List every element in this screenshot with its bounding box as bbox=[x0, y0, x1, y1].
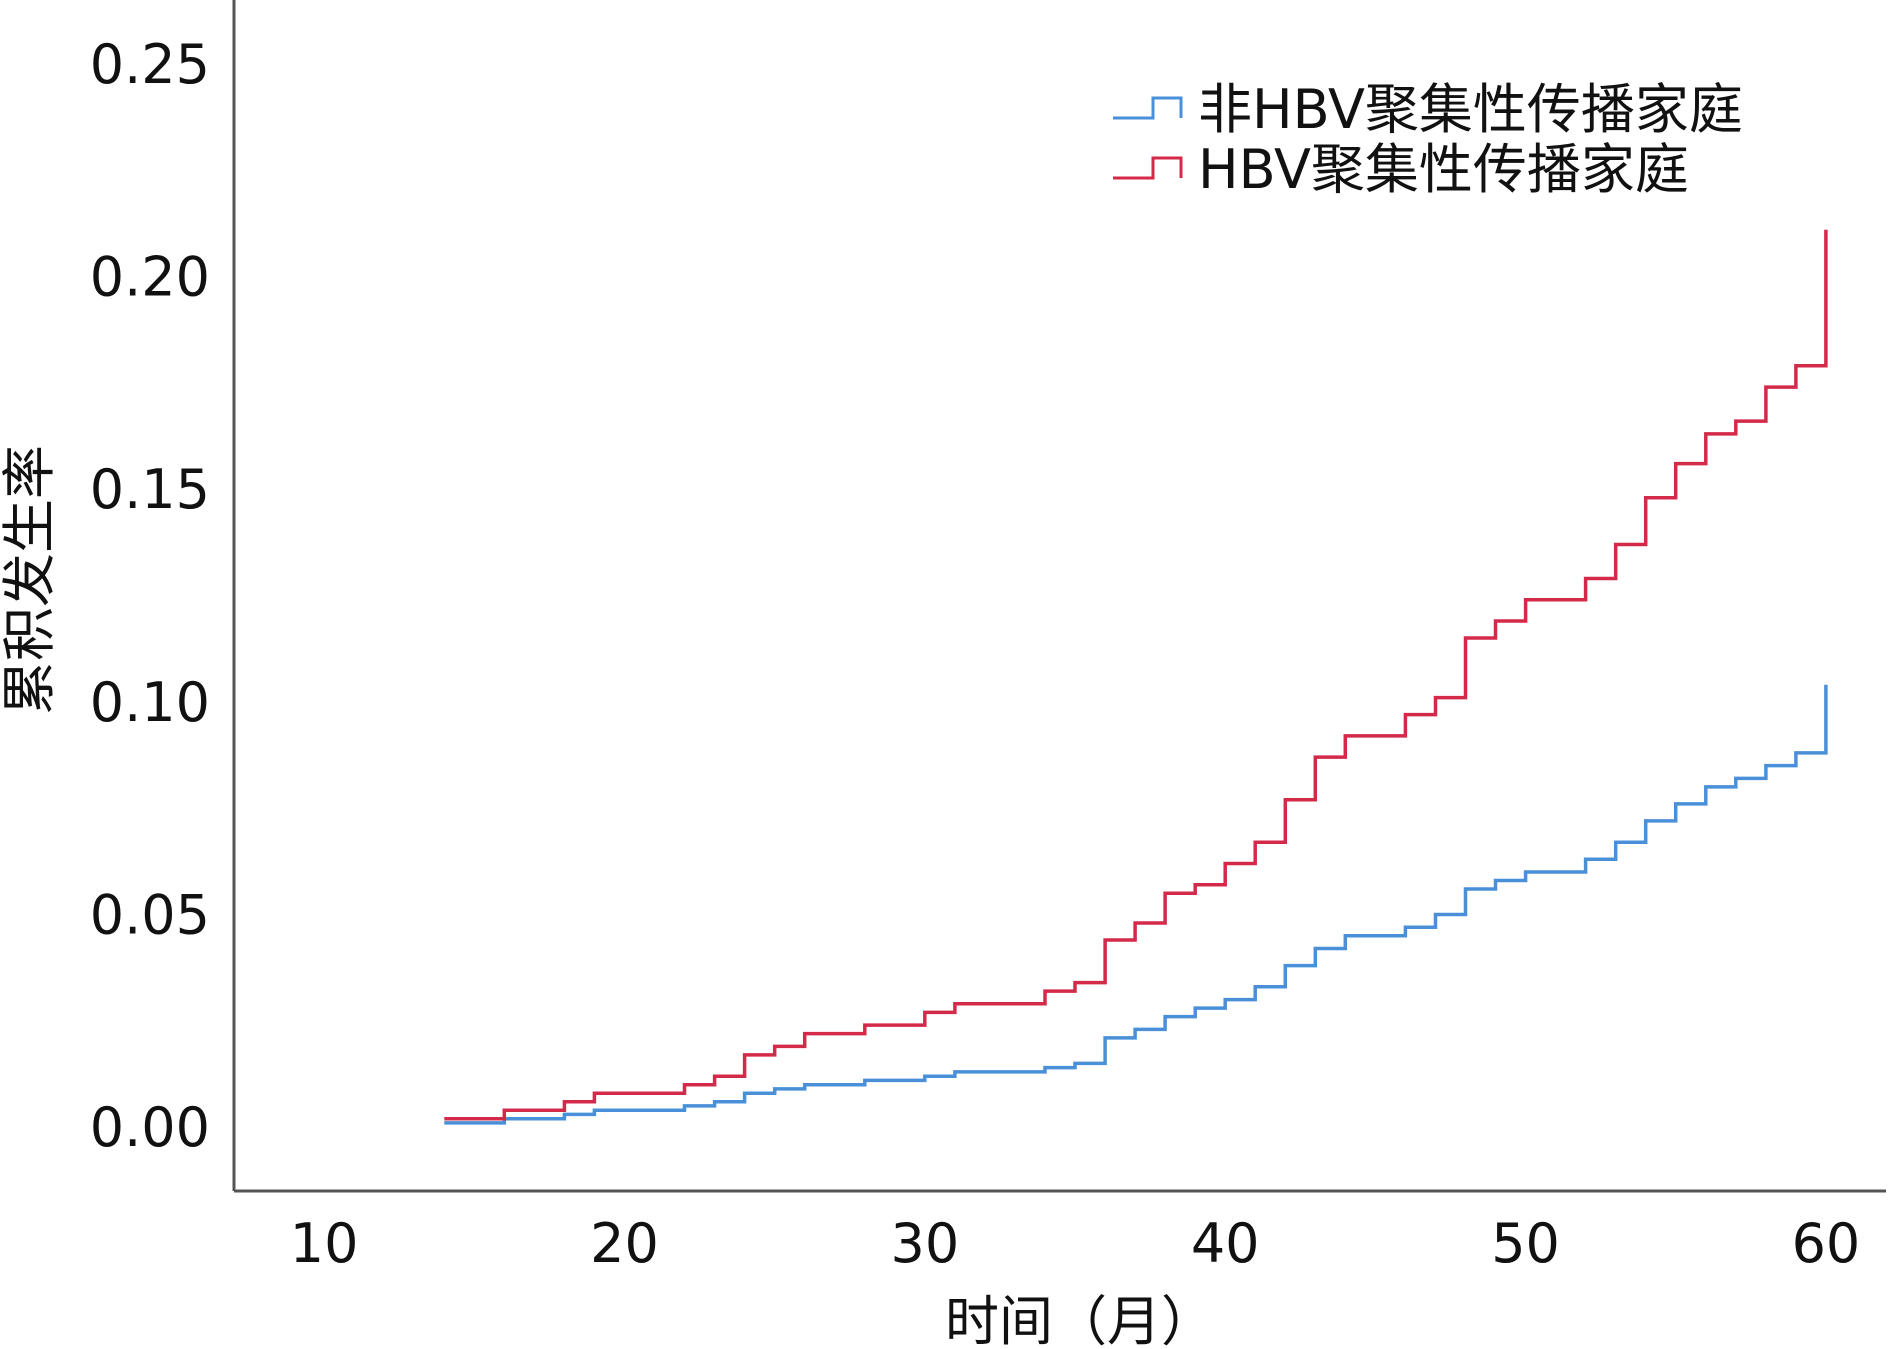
x-axis-title: 时间（月） bbox=[945, 1290, 1215, 1349]
series-line-non-hbv bbox=[444, 684, 1828, 1125]
y-tick-label: 0.25 bbox=[90, 33, 210, 96]
series-layer bbox=[444, 229, 1828, 1125]
legend-item-hbv: HBV聚集性传播家庭 bbox=[1113, 138, 1689, 201]
x-tick-label: 20 bbox=[590, 1212, 659, 1275]
y-tick-label: 0.20 bbox=[90, 245, 210, 308]
x-tick-label: 60 bbox=[1792, 1212, 1861, 1275]
x-tick-label: 50 bbox=[1491, 1212, 1560, 1275]
y-tick-label: 0.00 bbox=[90, 1096, 210, 1159]
legend-item-non-hbv: 非HBV聚集性传播家庭 bbox=[1113, 78, 1743, 141]
legend-swatch-hbv bbox=[1113, 156, 1183, 180]
y-tick-label: 0.05 bbox=[90, 884, 210, 947]
y-tick-label: 0.15 bbox=[90, 458, 210, 521]
x-tick-labels: 10 20 30 40 50 60 bbox=[290, 1212, 1861, 1275]
y-tick-labels: 0.00 0.05 0.10 0.15 0.20 0.25 bbox=[90, 33, 210, 1159]
y-axis-title: 累积发生率 bbox=[0, 445, 61, 715]
legend-swatch-non-hbv bbox=[1113, 96, 1183, 120]
axes bbox=[232, 0, 1886, 1193]
legend-label-hbv: HBV聚集性传播家庭 bbox=[1198, 138, 1689, 201]
legend-label-non-hbv: 非HBV聚集性传播家庭 bbox=[1198, 78, 1743, 141]
series-line-hbv bbox=[444, 229, 1828, 1121]
legend: 非HBV聚集性传播家庭 HBV聚集性传播家庭 bbox=[1113, 78, 1743, 201]
x-tick-label: 40 bbox=[1191, 1212, 1260, 1275]
y-tick-label: 0.10 bbox=[90, 671, 210, 734]
x-tick-label: 30 bbox=[890, 1212, 959, 1275]
x-tick-label: 10 bbox=[290, 1212, 359, 1275]
